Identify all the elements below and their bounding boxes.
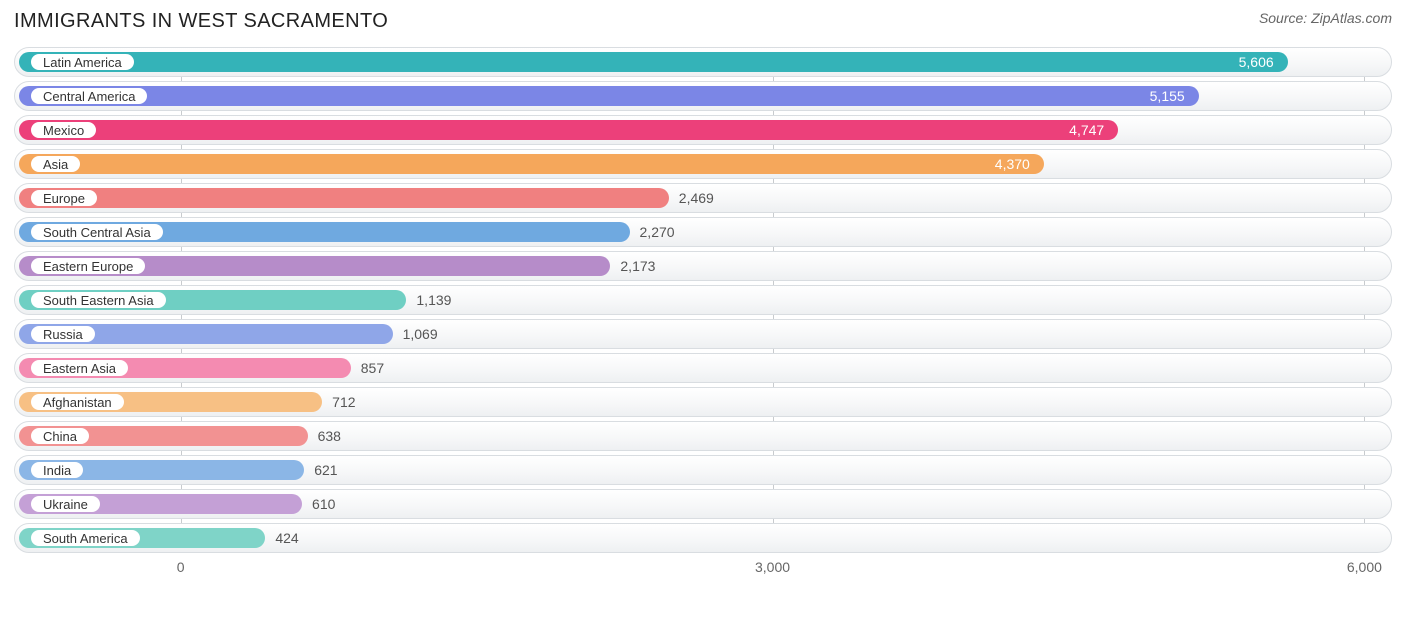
bar-row: Asia 4,370 — [14, 149, 1392, 179]
bar-row: Europe 2,469 — [14, 183, 1392, 213]
category-label: Central America — [29, 86, 149, 106]
category-label: China — [29, 426, 91, 446]
category-label: Asia — [29, 154, 82, 174]
value-label: 2,270 — [640, 218, 675, 246]
bar — [19, 188, 669, 208]
chart-title: IMMIGRANTS IN WEST SACRAMENTO — [14, 10, 388, 33]
bar-chart: Latin America 5,606 Central America 5,155 Me… — [14, 47, 1392, 579]
bar-row: Central America 5,155 — [14, 81, 1392, 111]
bar-row: Latin America 5,606 — [14, 47, 1392, 77]
plot-area: Latin America 5,606 Central America 5,155 Me… — [14, 47, 1392, 553]
bar-row: Ukraine 610 — [14, 489, 1392, 519]
bar-row: Russia 1,069 — [14, 319, 1392, 349]
value-label: 424 — [275, 524, 298, 552]
value-label: 857 — [361, 354, 384, 382]
x-tick: 0 — [177, 559, 185, 575]
bar-row: Eastern Asia 857 — [14, 353, 1392, 383]
category-label: Ukraine — [29, 494, 102, 514]
category-label: Europe — [29, 188, 99, 208]
bar-row: South Eastern Asia 1,139 — [14, 285, 1392, 315]
chart-source: Source: ZipAtlas.com — [1259, 10, 1392, 26]
chart-header: IMMIGRANTS IN WEST SACRAMENTO Source: Zi… — [14, 10, 1392, 33]
bar-row: Mexico 4,747 — [14, 115, 1392, 145]
value-label: 4,747 — [1069, 116, 1104, 144]
bar-row: China 638 — [14, 421, 1392, 451]
category-label: Eastern Europe — [29, 256, 147, 276]
category-label: Eastern Asia — [29, 358, 130, 378]
bar-row: South America 424 — [14, 523, 1392, 553]
bar — [19, 154, 1044, 174]
bar — [19, 120, 1118, 140]
value-label: 2,173 — [620, 252, 655, 280]
bar-row: India 621 — [14, 455, 1392, 485]
category-label: India — [29, 460, 85, 480]
value-label: 712 — [332, 388, 355, 416]
value-label: 2,469 — [679, 184, 714, 212]
category-label: Russia — [29, 324, 97, 344]
category-label: Mexico — [29, 120, 98, 140]
bar — [19, 52, 1288, 72]
bar-row: South Central Asia 2,270 — [14, 217, 1392, 247]
category-label: Afghanistan — [29, 392, 126, 412]
x-tick: 3,000 — [755, 559, 790, 575]
value-label: 1,069 — [403, 320, 438, 348]
category-label: South America — [29, 528, 142, 548]
x-tick: 6,000 — [1347, 559, 1382, 575]
value-label: 1,139 — [416, 286, 451, 314]
category-label: South Eastern Asia — [29, 290, 168, 310]
value-label: 5,606 — [1239, 48, 1274, 76]
value-label: 5,155 — [1150, 82, 1185, 110]
x-axis: 0 3,000 6,000 — [14, 557, 1392, 579]
value-label: 4,370 — [995, 150, 1030, 178]
bar — [19, 86, 1199, 106]
category-label: Latin America — [29, 52, 136, 72]
value-label: 610 — [312, 490, 335, 518]
category-label: South Central Asia — [29, 222, 165, 242]
value-label: 638 — [318, 422, 341, 450]
bar-row: Afghanistan 712 — [14, 387, 1392, 417]
bar-row: Eastern Europe 2,173 — [14, 251, 1392, 281]
value-label: 621 — [314, 456, 337, 484]
